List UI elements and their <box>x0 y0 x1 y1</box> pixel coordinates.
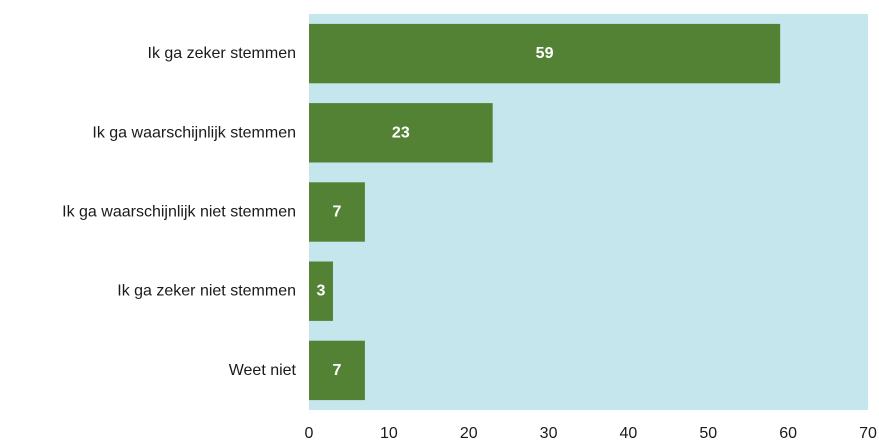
category-label: Ik ga zeker niet stemmen <box>117 283 296 300</box>
x-tick-label: 30 <box>540 425 558 442</box>
data-label: 3 <box>317 283 326 300</box>
category-label: Ik ga waarschijnlijk stemmen <box>92 124 296 141</box>
data-label: 7 <box>332 204 341 221</box>
x-tick-label: 40 <box>620 425 638 442</box>
bar <box>309 103 493 163</box>
bar <box>309 261 333 321</box>
data-label: 59 <box>536 45 554 62</box>
bar <box>309 182 365 242</box>
category-labels-group: Ik ga zeker stemmen Ik ga waarschijnlijk … <box>62 45 296 379</box>
data-label: 7 <box>332 362 341 379</box>
category-label: Ik ga waarschijnlijk niet stemmen <box>62 204 296 221</box>
category-label: Weet niet <box>229 362 297 379</box>
x-tick-label: 60 <box>779 425 797 442</box>
data-label: 23 <box>392 124 410 141</box>
x-tick-label: 10 <box>380 425 398 442</box>
bar <box>309 340 365 401</box>
x-tick-label: 0 <box>305 425 314 442</box>
x-tick-label: 20 <box>460 425 478 442</box>
x-axis-tick-labels-group: 0 10 20 30 40 50 60 70 <box>305 425 877 442</box>
x-tick-label: 70 <box>859 425 877 442</box>
category-label: Ik ga zeker stemmen <box>148 45 297 62</box>
bar <box>309 23 781 84</box>
x-tick-label: 50 <box>699 425 717 442</box>
bars-group <box>309 23 781 401</box>
data-labels-group: 59 23 7 3 7 <box>317 45 554 379</box>
